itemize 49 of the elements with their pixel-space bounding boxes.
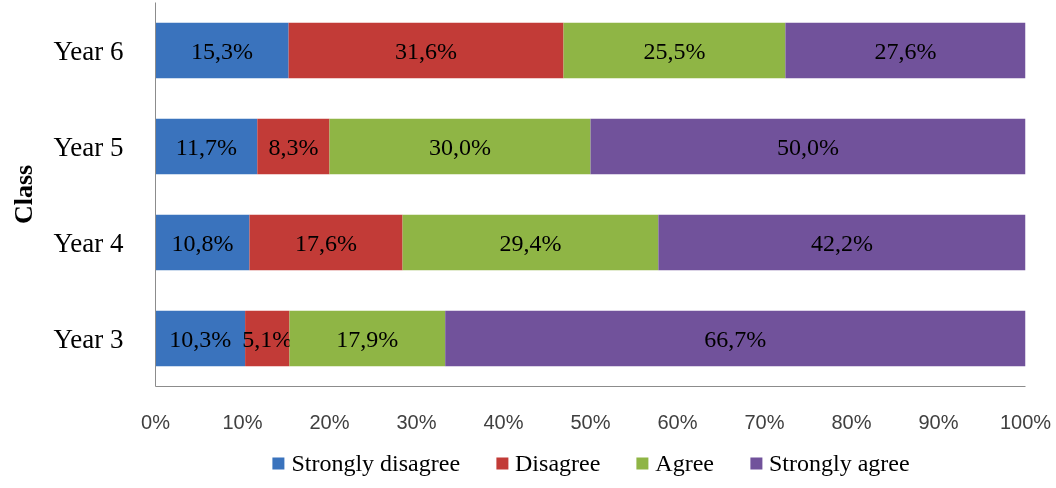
x-tick-label: 10% — [222, 410, 263, 433]
legend-label: Disagree — [515, 449, 601, 477]
data-label: 17,6% — [295, 229, 358, 256]
x-tick-label: 60% — [657, 410, 698, 433]
bar — [257, 118, 330, 175]
legend-label: Agree — [655, 449, 714, 477]
data-label: 66,7% — [704, 325, 767, 352]
x-tick-label: 90% — [918, 410, 959, 433]
bar — [785, 22, 1026, 79]
bar — [288, 22, 564, 79]
y-axis-title: Class — [9, 164, 39, 225]
data-label: 30,0% — [429, 133, 491, 160]
data-label: 10,8% — [171, 229, 234, 256]
data-label: 27,6% — [874, 37, 937, 64]
x-tick-label: 50% — [570, 410, 611, 433]
data-label: 25,5% — [643, 37, 706, 64]
data-label: 10,3% — [169, 325, 232, 352]
legend-label: Strongly agree — [768, 449, 910, 477]
x-tick-label: 30% — [396, 410, 437, 433]
x-tick-label: 80% — [831, 410, 872, 433]
data-label: 8,3% — [268, 133, 319, 160]
x-tick-label: 0% — [141, 410, 171, 433]
bar — [155, 118, 258, 175]
bar — [155, 214, 250, 271]
bar — [289, 310, 446, 367]
data-label: 31,6% — [395, 37, 458, 64]
data-label: 50,0% — [777, 133, 839, 160]
legend-label: Strongly disagree — [291, 449, 461, 477]
y-tick-label: Year 3 — [53, 323, 124, 354]
bar — [402, 214, 659, 271]
data-label: 15,3% — [191, 37, 254, 64]
x-tick-label: 100% — [999, 410, 1052, 433]
data-label: 29,4% — [499, 229, 562, 256]
y-tick-label: Year 5 — [53, 131, 124, 162]
bar — [249, 214, 403, 271]
bar — [563, 22, 786, 79]
bar — [329, 118, 591, 175]
bar — [445, 310, 1026, 367]
y-tick-label: Year 6 — [53, 35, 124, 66]
x-tick-label: 70% — [744, 410, 785, 433]
bar — [590, 118, 1026, 175]
x-tick-label: 20% — [309, 410, 350, 433]
data-label: 17,9% — [336, 325, 399, 352]
data-label: 42,2% — [810, 229, 873, 256]
data-label: 11,7% — [175, 133, 237, 160]
x-tick-label: 40% — [483, 410, 524, 433]
y-tick-label: Year 4 — [53, 227, 124, 258]
bar — [658, 214, 1026, 271]
bar — [155, 22, 289, 79]
